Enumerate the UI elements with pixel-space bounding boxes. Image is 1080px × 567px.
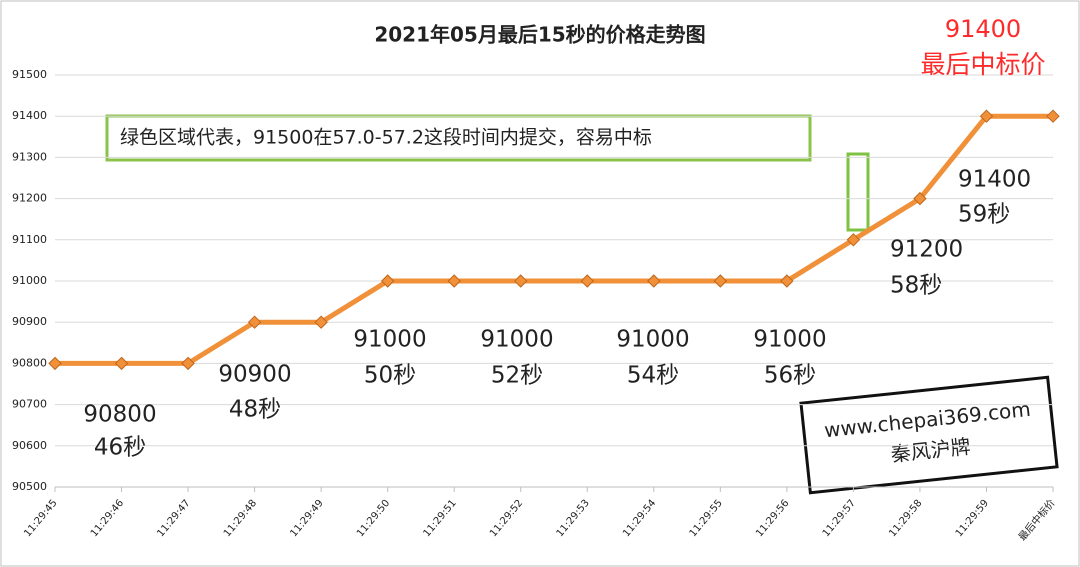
watermark-box [799, 375, 1059, 495]
y-tick-label: 90500 [12, 480, 47, 493]
marker [447, 274, 461, 288]
marker [48, 356, 62, 371]
annotation: 91000 [480, 327, 553, 353]
y-tick-label: 91300 [12, 150, 47, 163]
marker [713, 274, 728, 288]
green-zone [846, 152, 870, 232]
y-tick-label: 91100 [12, 233, 47, 246]
y-tick-label: 90900 [12, 315, 47, 328]
annotation: 52秒 [491, 363, 543, 389]
annotation: 59秒 [958, 202, 1010, 228]
annotation: 90900 [218, 362, 291, 388]
annotation: 91200 [890, 237, 963, 263]
y-tick-label: 91200 [12, 192, 47, 205]
annotation: 54秒 [627, 363, 679, 389]
line [55, 113, 1053, 366]
marker [846, 233, 861, 247]
marker [181, 356, 195, 371]
marker [514, 274, 528, 288]
marker [580, 274, 594, 288]
annotation: 91000 [753, 327, 826, 353]
annotation: 46秒 [94, 435, 146, 461]
y-tick-label: 91400 [12, 109, 47, 122]
annotation: 91000 [616, 327, 689, 353]
annotation: 50秒 [364, 363, 416, 389]
y-tick-label: 91500 [12, 68, 47, 81]
y-tick-label: 90800 [12, 356, 47, 369]
marker [380, 274, 395, 288]
y-tick-label: 90700 [12, 398, 47, 411]
marker [314, 315, 328, 329]
marker [1046, 109, 1060, 123]
marker [913, 191, 927, 206]
y-tick-label: 90600 [12, 439, 47, 452]
note: 绿色区域代表，91500在57.0-57.2这段时间内提交，容易中标 [120, 127, 652, 149]
marker [979, 109, 994, 123]
final-label: 91400 [945, 15, 1021, 43]
chart-title: 2021年05月最后15秒的价格走势图 [374, 23, 705, 47]
marker [247, 315, 262, 329]
y-tick-label: 91000 [12, 274, 47, 287]
final-label: 最后中标价 [920, 50, 1045, 79]
annotation: 91000 [353, 327, 426, 353]
marker [647, 274, 661, 288]
annotation: 56秒 [764, 363, 816, 389]
annotation: 90800 [83, 402, 156, 428]
marker [780, 274, 794, 288]
marker [114, 356, 129, 371]
annotation: 91400 [958, 167, 1031, 193]
annotation: 58秒 [890, 273, 942, 299]
annotation: 48秒 [229, 397, 281, 423]
